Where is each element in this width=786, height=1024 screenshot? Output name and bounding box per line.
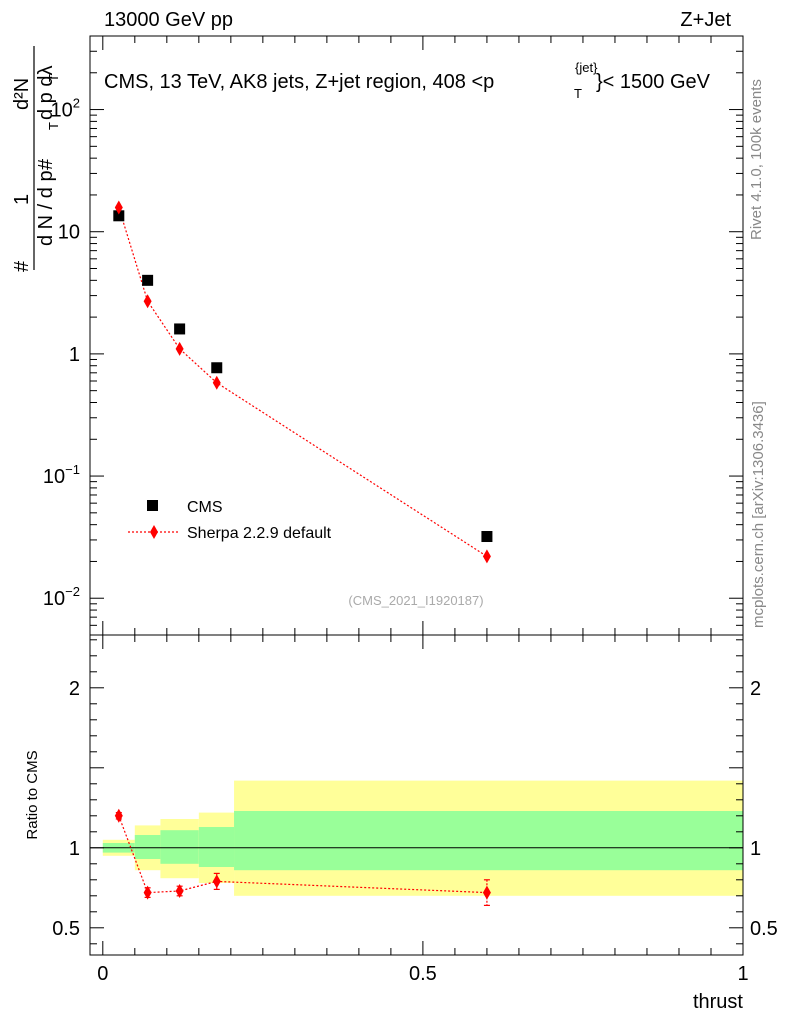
sherpa-point [175,341,184,356]
legend-sherpa-marker [150,525,158,539]
ratio-y-label: Ratio to CMS [24,750,41,839]
main-data [113,200,493,564]
main-ticks [90,35,744,636]
ratio-point [114,808,123,823]
ylabel-T1: T [46,122,61,130]
ratio-ticks [90,635,744,955]
main-frame [89,35,744,636]
ratio-y-tick-label-left: 2 [69,678,80,700]
main-y-tick-label: 10−1 [43,462,80,488]
x-axis-label: thrust [693,991,743,1013]
legend-cms-label: CMS [187,499,223,516]
sherpa-point [143,294,152,309]
header-right: Z+Jet [680,9,731,31]
ylabel-hash: # [11,260,33,272]
legend-cms-marker [147,500,158,511]
ylabel-one: 1 [11,194,33,205]
plot-title: CMS, 13 TeV, AK8 jets, Z+jet region, 408… [104,71,494,93]
ratio-y-tick-label-right: 0.5 [750,918,778,940]
ratio-data [114,808,491,907]
cms-point [481,531,493,543]
sherpa-point [212,375,221,390]
watermark: (CMS_2021_I1920187) [348,593,483,608]
cms-point [211,362,223,374]
sherpa-point [482,549,491,564]
main-y-label: # 1 d N / d p T d²N # d p dλ T [11,46,61,272]
ratio-x-tick-labels: 0 0.5 1 [97,963,748,985]
ratio-y-tick-label-left: 0.5 [52,918,80,940]
title-sub: T [574,86,582,101]
main-y-tick-label: 1 [69,344,80,366]
title-main: CMS, 13 TeV, AK8 jets, Z+jet region, 408… [104,71,494,93]
x-tick-label: 1 [737,963,748,985]
side-site-label: mcplots.cern.ch [arXiv:1306.3436] [750,401,767,628]
x-tick-label: 0 [97,963,108,985]
ylabel-dpdl: d p dλ [35,66,57,120]
ratio-frame [89,634,744,956]
ratio-y-tick-label-left: 1 [69,838,80,860]
title-tail: }< 1500 GeV [596,71,711,93]
ratio-y-tick-labels: 0.5 0.5 1 1 2 2 [52,678,778,940]
cms-point [174,323,186,335]
main-y-tick-label: 10−2 [43,584,80,610]
ylabel-d2N: d²N [11,78,33,110]
ratio-band-green [134,835,161,859]
title-sup: {jet} [575,60,598,75]
main-panel: 10−2 10−1 1 10 102 CMS, 13 TeV, AK8 jets, Z+… [11,35,744,636]
ylabel-hash2: # [35,158,57,170]
ratio-y-tick-label-right: 2 [750,678,761,700]
x-tick-label: 0.5 [409,963,437,985]
ylabel-denominator: d N / d p [35,170,57,246]
ratio-point [143,885,152,900]
main-y-tick-label: 102 [51,96,80,122]
cms-point [113,210,125,222]
ratio-y-tick-label-right: 1 [750,838,761,860]
legend-sherpa-label: Sherpa 2.2.9 default [187,525,332,542]
main-y-tick-label: 10 [58,222,80,244]
legend: CMS Sherpa 2.2.9 default [128,499,332,542]
cms-point [142,274,154,286]
header-left: 13000 GeV pp [104,9,233,31]
ratio-panel: 0.5 0.51 12 2 0 0.5 1 Ratio to CMS thrust [24,634,778,1013]
sherpa-line [118,207,488,557]
ratio-point [175,884,184,898]
main-y-tick-labels: 10−2 10−1 1 10 102 [43,96,80,611]
side-rivet-label: Rivet 4.1.0, 100k events [748,79,765,240]
ratio-point [212,874,221,889]
ratio-band-green [198,827,235,867]
ratio-bands [102,780,743,896]
ratio-band-green [234,811,743,871]
ratio-band-green [160,830,199,864]
ylabel-T2: T [46,74,61,82]
sherpa-point [114,200,123,215]
ratio-point [482,885,491,900]
